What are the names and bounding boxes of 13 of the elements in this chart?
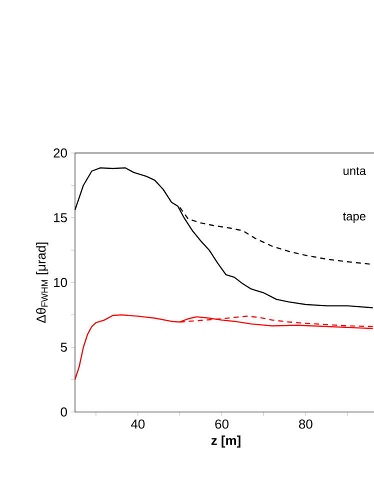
- y-tick-label: 10: [54, 278, 67, 288]
- x-axis-title: z [m]: [211, 436, 240, 448]
- x-tick-label: 40: [131, 420, 145, 429]
- y-tick-label: 5: [60, 342, 67, 352]
- x-tick-label: 60: [215, 420, 229, 429]
- annotation: unta: [344, 167, 366, 176]
- annotation: tape: [342, 212, 366, 223]
- y-tick-label: 20: [54, 148, 67, 158]
- y-tick-label: 15: [54, 213, 67, 222]
- line-series: [74, 167, 374, 308]
- y-axis-title: Δθ$_{FWHM}$ [μrad]: [36, 242, 48, 323]
- x-tick-label: 80: [299, 420, 312, 429]
- y-tick-label: 0: [60, 407, 67, 417]
